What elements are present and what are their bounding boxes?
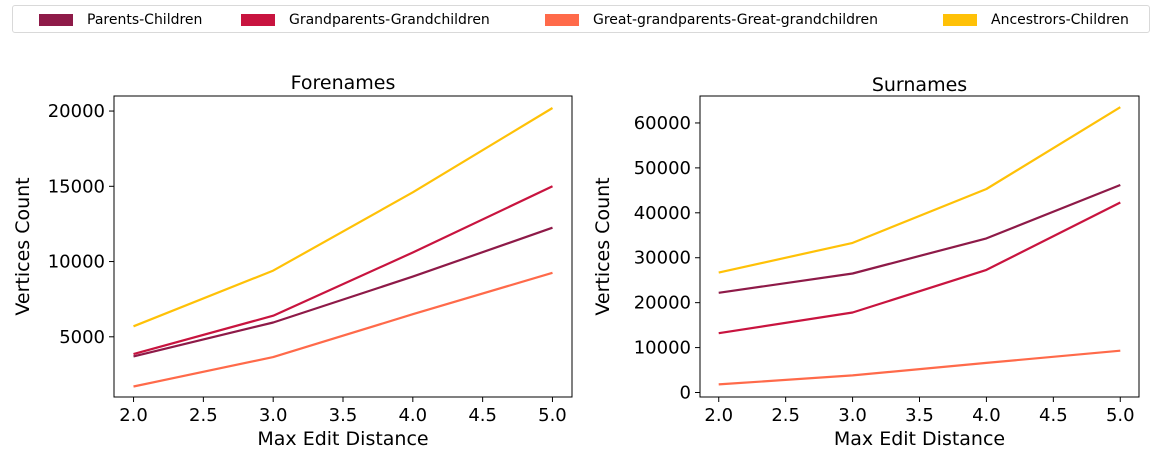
x-tick-label: 5.0: [1106, 405, 1135, 426]
legend-label: Ancestrors-Children: [991, 12, 1129, 28]
y-tick-label: 30000: [634, 248, 691, 269]
x-tick-label: 5.0: [538, 405, 567, 426]
y-tick-label: 60000: [634, 113, 691, 134]
series-line-parents-children: [133, 226, 553, 358]
y-tick-label: 50000: [634, 158, 691, 179]
y-tick-label: 10000: [48, 252, 105, 273]
legend-swatch: [241, 14, 275, 26]
y-axis-label: Vertices Count: [592, 177, 614, 315]
x-tick-label: 4.5: [1039, 405, 1068, 426]
legend-item-ancestors-children: Ancestrors-Children: [943, 10, 1129, 30]
series-line-great-grandparents-great-grandchildren: [718, 349, 1121, 386]
legend-item-grandparents-grandchildren: Grandparents-Grandchildren: [241, 10, 490, 30]
chart-title: Surnames: [872, 74, 967, 96]
legend-swatch: [943, 14, 977, 26]
legend-label: Great-grandparents-Great-grandchildren: [593, 12, 878, 28]
x-tick-label: 4.5: [468, 405, 497, 426]
y-tick-label: 5000: [59, 327, 105, 348]
x-axis-label: Max Edit Distance: [834, 428, 1005, 450]
plot-frame: [699, 95, 1140, 398]
series-line-ancestrors-children: [133, 107, 554, 328]
legend-swatch: [39, 14, 73, 26]
series-line-grandparents-grandchildren: [718, 201, 1121, 335]
series-line-ancestrors-children: [718, 106, 1121, 274]
y-tick-label: 10000: [634, 338, 691, 359]
y-tick-label: 0: [680, 383, 691, 404]
legend-label: Grandparents-Grandchildren: [289, 12, 490, 28]
series-line-grandparents-grandchildren: [133, 185, 553, 356]
x-axis-label: Max Edit Distance: [257, 428, 428, 450]
y-tick-label: 40000: [634, 203, 691, 224]
legend-item-parents-children: Parents-Children: [39, 10, 202, 30]
x-tick-label: 3.0: [259, 405, 288, 426]
series-line-parents-children: [718, 183, 1121, 294]
legend-swatch: [545, 14, 579, 26]
x-tick-label: 2.5: [771, 405, 800, 426]
chart-surnames: 2.0 2.5 3.0 3.5 4.0 4.5 5.0 0 10000 20000 30000 400…: [592, 74, 1140, 450]
x-tick-label: 3.0: [838, 405, 867, 426]
y-axis-label: Vertices Count: [12, 177, 34, 315]
x-tick-label: 3.5: [329, 405, 358, 426]
x-tick-label: 3.5: [905, 405, 934, 426]
x-tick-label: 4.0: [972, 405, 1001, 426]
chart-title: Forenames: [291, 72, 396, 94]
x-tick-label: 2.0: [119, 405, 148, 426]
legend-item-great-grandparents: Great-grandparents-Great-grandchildren: [545, 10, 878, 30]
chart-forenames: 2.0 2.5 3.0 3.5 4.0 4.5 5.0 5000 10000 15000 20000…: [12, 72, 573, 450]
y-tick-label: 15000: [48, 176, 105, 197]
y-tick-label: 20000: [634, 293, 691, 314]
x-tick-label: 4.0: [398, 405, 427, 426]
legend-label: Parents-Children: [87, 12, 203, 28]
y-tick-label: 20000: [48, 101, 105, 122]
plot-frame: [113, 95, 573, 398]
x-tick-label: 2.5: [189, 405, 218, 426]
x-tick-label: 2.0: [704, 405, 733, 426]
series-line-great-grandparents-great-grandchildren: [133, 271, 553, 388]
legend: Parents-Children Grandparents-Grandchild…: [12, 5, 1150, 33]
